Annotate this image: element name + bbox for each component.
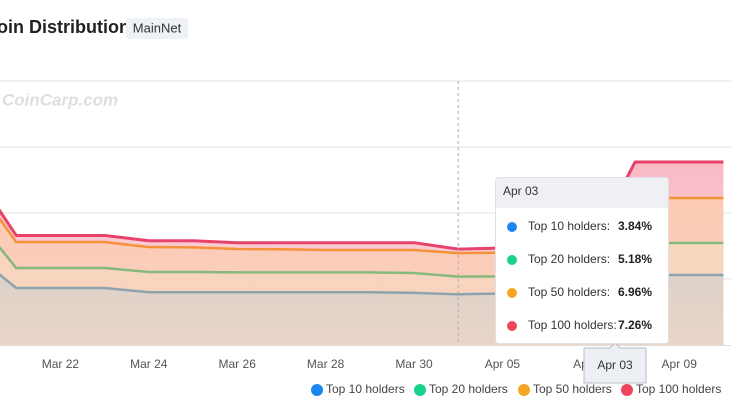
watermark: CoinCarp.com	[2, 90, 118, 109]
tooltip-value: 5.18%	[618, 252, 652, 266]
tooltip-label: Top 100 holders:	[528, 318, 617, 332]
tooltip-label: Top 50 holders:	[528, 285, 610, 299]
legend-dot	[311, 384, 323, 396]
tooltip-dot	[507, 222, 517, 232]
tooltip-header-bg	[496, 178, 668, 208]
legend-dot	[414, 384, 426, 396]
badge-bg	[126, 18, 188, 39]
badge: MainNet	[133, 20, 182, 35]
tooltip-dot	[507, 288, 517, 298]
tooltip-dot	[507, 321, 517, 331]
tooltip-label: Top 10 holders:	[528, 219, 610, 233]
tooltip-label: Top 20 holders:	[528, 252, 610, 266]
legend-label: Top 20 holders	[429, 382, 508, 396]
tooltip-date: Apr 03	[503, 184, 539, 198]
tooltip-dot	[507, 255, 517, 265]
legend-dot	[621, 384, 633, 396]
x-tick-label: Mar 26	[219, 357, 257, 371]
x-tick-label: Apr 05	[485, 357, 521, 371]
legend-label: Top 50 holders	[533, 382, 612, 396]
x-tick-label: Mar 28	[307, 357, 345, 371]
overlay: Apr 03 Apr 03 Top 10 holders: 3.84% Top 20 h…	[311, 81, 721, 396]
x-tick-label: Mar 24	[130, 357, 168, 371]
chart-title: oin Distribution	[0, 17, 130, 37]
x-tick-label: Mar 30	[395, 357, 433, 371]
tooltip-value: 7.26%	[618, 318, 652, 332]
crosshair-label-bg	[583, 342, 647, 384]
crosshair-label: Apr 03	[597, 358, 633, 372]
tooltip-bg	[495, 177, 669, 344]
x-tick-label: Apr 09	[662, 357, 698, 371]
tooltip-value: 6.96%	[618, 285, 652, 299]
x-tick-label: Mar 22	[42, 357, 80, 371]
legend-dot	[518, 384, 530, 396]
legend-label: Top 100 holders	[636, 382, 721, 396]
legend-label: Top 10 holders	[326, 382, 405, 396]
tooltip-value: 3.84%	[618, 219, 652, 233]
